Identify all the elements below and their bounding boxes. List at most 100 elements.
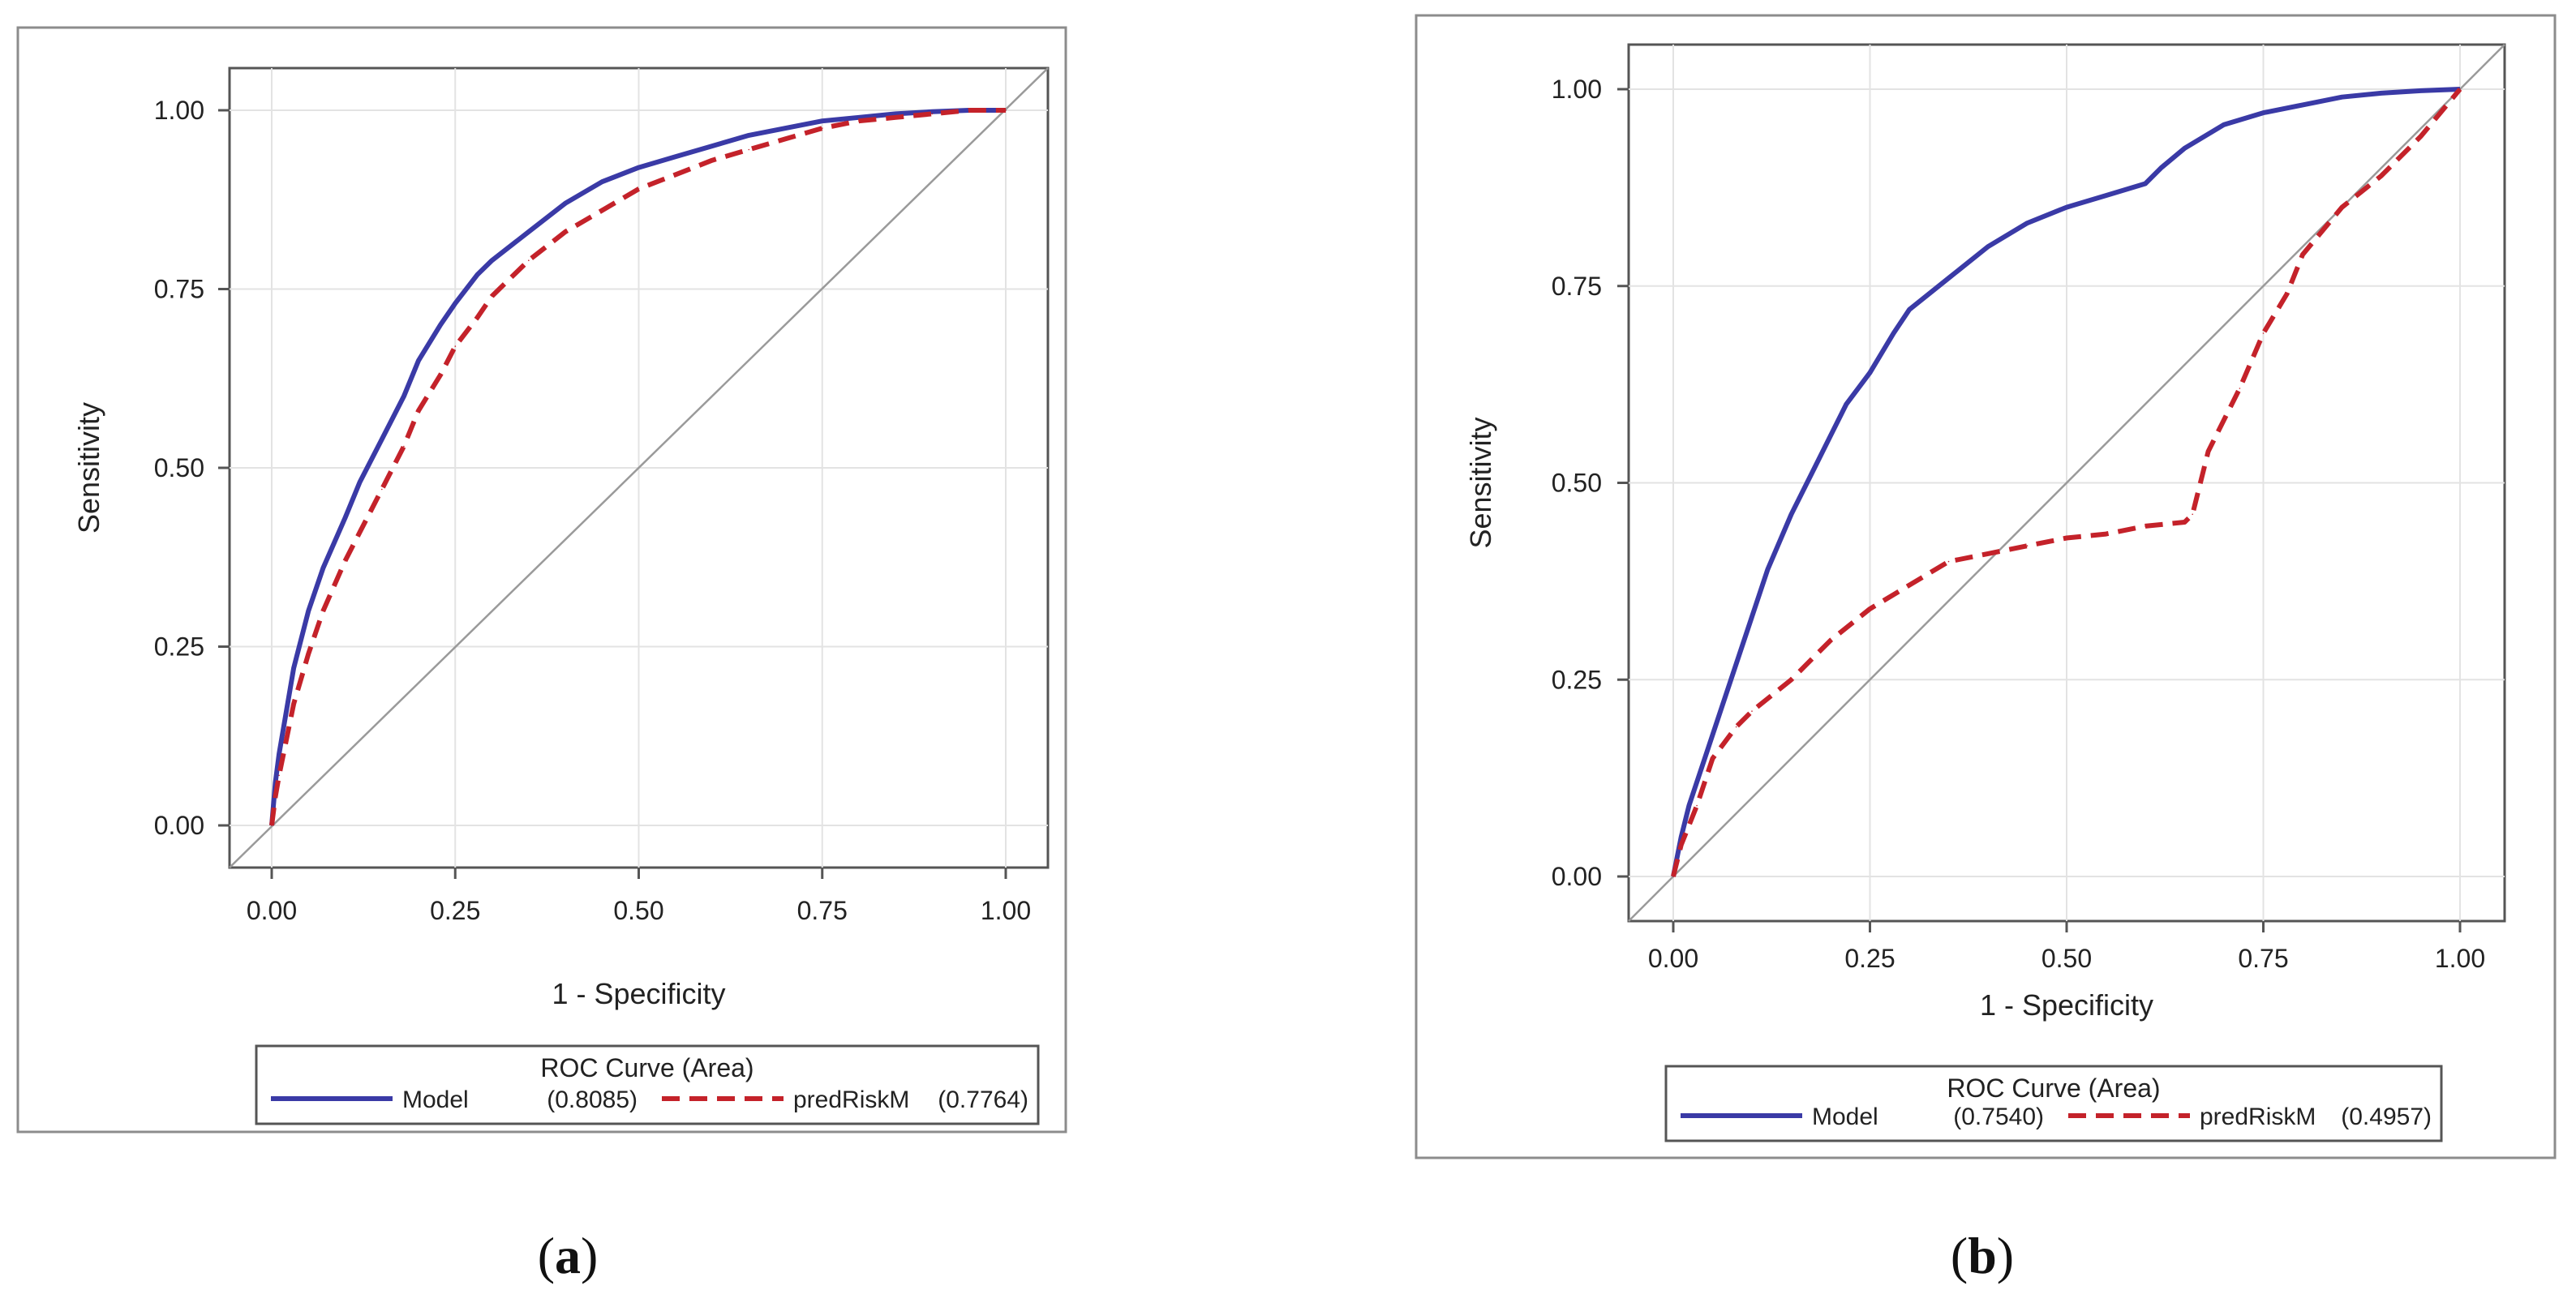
y-tick-label: 1.00: [1552, 75, 1602, 104]
series-point-predriskm: [1711, 757, 1714, 760]
legend-box: [1664, 1065, 2443, 1142]
x-axis-label: 1 - Specificity: [552, 977, 725, 1010]
series-line-predriskm: [1671, 88, 2462, 877]
legend-series-name: Model: [1812, 1104, 1878, 1130]
series-point-predriskm: [2183, 521, 2186, 523]
series-point-model: [1908, 309, 1910, 311]
series-point-predriskm: [2192, 513, 2193, 516]
y-tick-label: 0.75: [154, 275, 204, 304]
legend-title: ROC Curve (Area): [540, 1053, 753, 1082]
x-tick-label: 0.75: [797, 896, 848, 925]
series-point-predriskm: [1908, 584, 1910, 586]
series-point-model: [286, 710, 287, 712]
series-point-model: [1704, 757, 1706, 760]
series-point-predriskm: [322, 610, 324, 612]
series-point-predriskm: [2341, 206, 2343, 208]
y-tick-label: 0.50: [154, 453, 204, 482]
series-point-model: [1845, 403, 1848, 405]
series-point-model: [601, 181, 603, 182]
series-point-predriskm: [2145, 525, 2146, 527]
series-point-predriskm: [748, 148, 750, 151]
x-axis-label: 1 - Specificity: [1980, 988, 2153, 1022]
reference-diagonal: [1628, 44, 2505, 922]
series-point-predriskm: [675, 174, 676, 176]
series-line-model: [269, 108, 1006, 826]
series-point-predriskm: [858, 120, 860, 122]
x-tick-label: 0.00: [1648, 944, 1698, 973]
series-point-model: [278, 753, 280, 755]
x-tick-label: 0.50: [613, 896, 663, 925]
series-point-model: [565, 202, 566, 204]
series-point-model: [358, 481, 361, 483]
roc-panel-b: 0.00 0.25 0.50 0.75 1.00 0.00 0.25 0.50 0.75 1.00…: [1415, 14, 2557, 1284]
series-point-predriskm: [344, 559, 346, 562]
x-tick-label: 0.75: [2238, 944, 2288, 973]
series-point-model: [675, 156, 676, 158]
series-point-model: [476, 274, 479, 276]
roc-panel-a: 0.00 0.25 0.50 0.75 1.00 0.00 0.25 0.50 0.75 1.00…: [16, 26, 1067, 1284]
series-point-predriskm: [381, 488, 383, 491]
series-point-predriskm: [1005, 109, 1007, 111]
series-point-model: [2302, 104, 2303, 106]
series-point-predriskm: [1869, 608, 1871, 610]
y-axis-label: Sensitivity: [72, 402, 105, 534]
series-line-model: [1671, 87, 2461, 877]
series-point-predriskm: [931, 113, 934, 115]
legend-series-area: (0.4957): [2341, 1104, 2432, 1130]
series-point-predriskm: [1696, 804, 1698, 807]
series-point-model: [748, 135, 750, 136]
series-point-predriskm: [1680, 844, 1682, 846]
reference-diagonal: [229, 67, 1049, 868]
series-point-predriskm: [2286, 293, 2288, 295]
series-point-model: [1987, 246, 1989, 248]
series-point-model: [2341, 96, 2343, 98]
series-point-model: [454, 302, 457, 304]
series-point-model: [1790, 513, 1792, 516]
series-point-model: [1892, 332, 1895, 334]
series-point-model: [711, 145, 713, 147]
series-point-predriskm: [784, 138, 787, 140]
series-point-predriskm: [2459, 88, 2461, 90]
series-point-predriskm: [2302, 254, 2303, 255]
series-point-model: [858, 117, 860, 118]
series-point-model: [403, 396, 405, 397]
x-tick-label: 1.00: [981, 896, 1031, 925]
legend-box: [255, 1044, 1040, 1125]
series-point-model: [2381, 92, 2382, 94]
series-point-model: [2419, 90, 2422, 92]
series-point-predriskm: [1672, 876, 1674, 877]
series-point-model: [2105, 195, 2107, 196]
legend-series-area: (0.7540): [1953, 1104, 2044, 1130]
series-point-predriskm: [491, 295, 493, 298]
series-point-model: [307, 610, 310, 612]
series-point-model: [1680, 836, 1682, 838]
series-point-model: [2262, 112, 2265, 114]
legend-series-name: predRiskM: [2200, 1104, 2316, 1130]
series-point-predriskm: [2239, 388, 2241, 389]
series-point-model: [1869, 371, 1871, 374]
legend-series-area: (0.7764): [938, 1086, 1028, 1113]
series-point-model: [1688, 804, 1690, 807]
series-point-predriskm: [271, 825, 273, 826]
series-point-predriskm: [2207, 450, 2209, 452]
series-point-predriskm: [293, 703, 294, 705]
y-tick-label: 1.00: [154, 96, 204, 125]
y-axis-label: Sensitivity: [1464, 417, 1497, 548]
series-point-model: [2160, 167, 2162, 169]
series-point-model: [1735, 663, 1737, 665]
series-point-predriskm: [274, 795, 277, 798]
series-point-model: [322, 567, 324, 569]
series-point-model: [491, 259, 493, 262]
series-point-predriskm: [638, 188, 640, 190]
series-point-predriskm: [968, 109, 970, 111]
series-point-model: [822, 120, 823, 122]
y-tick-label: 0.75: [1552, 272, 1602, 301]
series-point-predriskm: [601, 209, 603, 212]
series-point-model: [2066, 206, 2067, 208]
series-point-predriskm: [2066, 537, 2067, 539]
series-point-predriskm: [358, 531, 361, 534]
panel-label: a: [555, 1227, 581, 1284]
x-tick-label: 0.50: [2041, 944, 2092, 973]
legend-series-name: Model: [402, 1086, 469, 1113]
